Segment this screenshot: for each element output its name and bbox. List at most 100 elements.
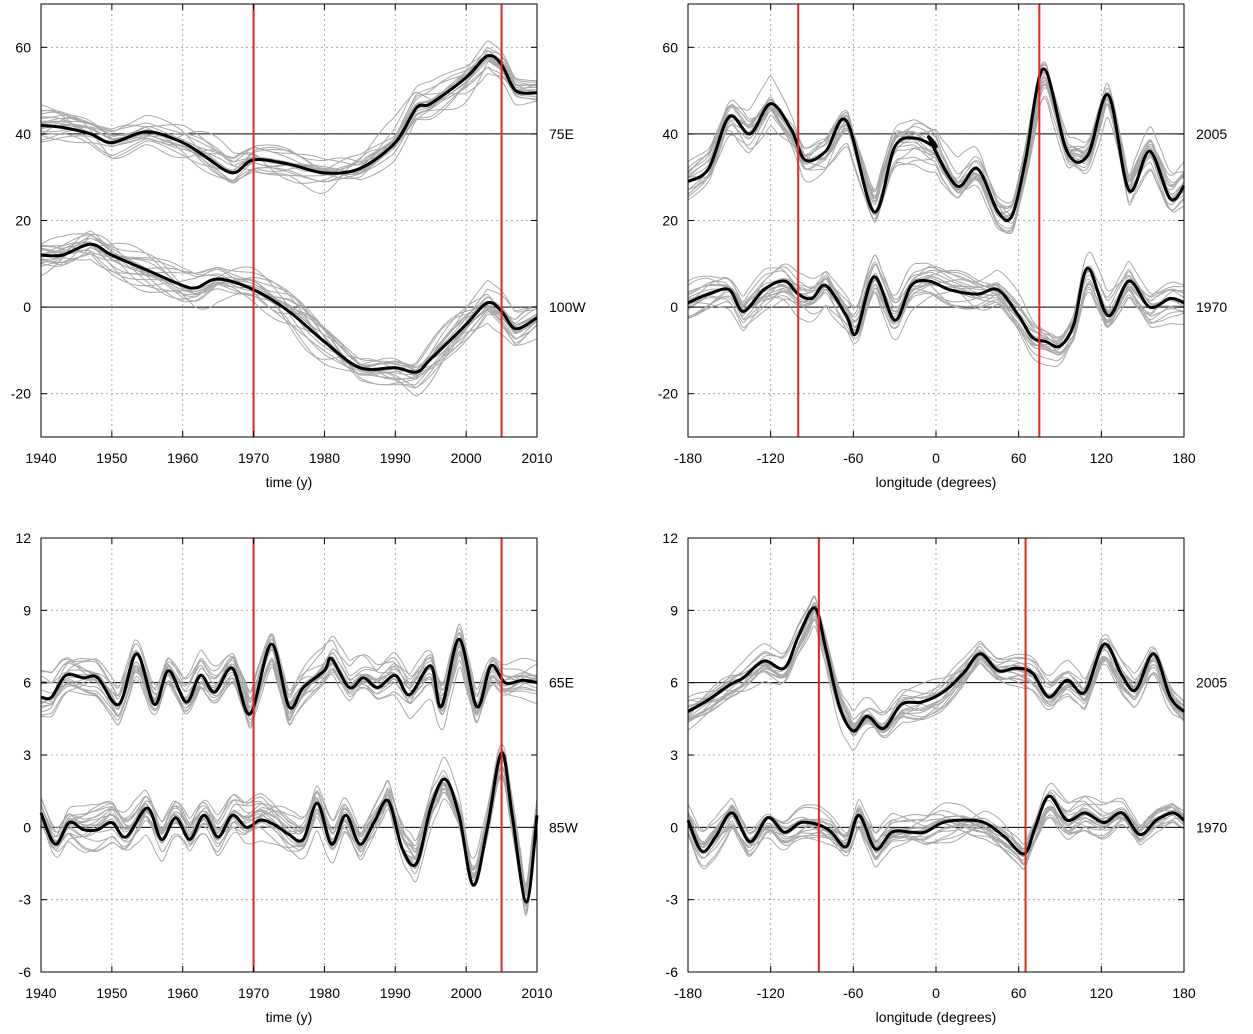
x-tick-label: 2010 (521, 450, 552, 466)
y-tick-label: -3 (19, 892, 32, 908)
ensemble-line (41, 242, 537, 369)
y-tick-label: 3 (670, 747, 678, 763)
ensemble-line (688, 265, 1184, 346)
ensemble-line (41, 55, 537, 174)
series-label: 75E (549, 126, 574, 142)
ensemble-line (688, 251, 1184, 343)
x-tick-label: 1970 (238, 450, 269, 466)
x-axis-label: time (y) (266, 1009, 313, 1025)
ensemble-line (688, 605, 1184, 729)
y-tick-label: -3 (666, 892, 679, 908)
x-tick-label: 1990 (380, 985, 411, 1001)
y-tick-label: 40 (662, 126, 678, 142)
x-tick-label: -60 (843, 985, 863, 1001)
x-axis-label: time (y) (266, 474, 313, 490)
ensemble-line (41, 756, 537, 901)
ensemble-line (688, 805, 1184, 857)
x-tick-label: 1940 (25, 985, 56, 1001)
x-tick-label: 1980 (309, 985, 340, 1001)
y-tick-label: -6 (666, 964, 679, 980)
ensemble-line (41, 765, 537, 908)
y-tick-label: 3 (23, 747, 31, 763)
chart-panel-bottom-right: -180 -120 -60 0 60 120 180 -6 -3 0 3 6 9 12 2005 1970 lo… (662, 530, 1227, 1025)
x-tick-label: 60 (1011, 450, 1027, 466)
ensemble-line (41, 57, 537, 181)
ensemble-line (41, 660, 537, 726)
y-tick-label: 0 (670, 299, 678, 315)
x-tick-label: 2010 (521, 985, 552, 1001)
x-tick-label: 60 (1011, 985, 1027, 1001)
y-tick-label: 12 (15, 530, 31, 546)
x-tick-label: 1940 (25, 450, 56, 466)
chart-panel-top-left: 1940 1950 1960 1970 1980 1990 2000 2010 -20 0 20 40… (11, 3, 586, 490)
series-label: 2005 (1196, 126, 1227, 142)
series-label: 1970 (1196, 819, 1227, 835)
x-tick-label: 2000 (451, 450, 482, 466)
chart-panel-bottom-left: 1940 1950 1960 1970 1980 1990 2000 2010 -6 -3 0 3 6 9… (15, 530, 578, 1025)
series-label: 65E (549, 675, 574, 691)
ensemble-line (41, 56, 537, 176)
y-tick-label: 12 (662, 530, 678, 546)
x-axis-label: longitude (degrees) (876, 1009, 997, 1025)
series-label: 2005 (1196, 675, 1227, 691)
x-tick-label: 1960 (167, 450, 198, 466)
y-tick-label: 9 (670, 602, 678, 618)
chart-panel-top-right: -180 -120 -60 0 60 120 180 -20 0 20 40 60 2005 1970 lo… (658, 3, 1227, 490)
x-tick-label: 0 (932, 985, 940, 1001)
series-label: 1970 (1196, 299, 1227, 315)
ensemble-line (41, 777, 537, 914)
ensemble-line (688, 83, 1184, 221)
ensemble-line (41, 774, 537, 916)
ensemble-line (41, 233, 537, 371)
ensemble-line (688, 283, 1184, 354)
ensemble-line (41, 243, 537, 376)
ensemble-line (688, 602, 1184, 739)
series-line-1970 (686, 794, 1185, 856)
series-line-2005 (687, 67, 1186, 223)
ensemble-line (41, 754, 537, 892)
x-tick-label: -120 (757, 450, 785, 466)
ensemble-line (688, 75, 1184, 218)
x-tick-label: 1950 (96, 985, 127, 1001)
x-tick-label: 1960 (167, 985, 198, 1001)
ensemble-line (41, 249, 537, 380)
ensemble-line (688, 73, 1184, 232)
x-tick-label: -180 (674, 985, 702, 1001)
ensemble-line (688, 95, 1184, 224)
y-tick-label: 0 (23, 299, 31, 315)
y-tick-label: 40 (15, 126, 31, 142)
y-tick-label: 6 (670, 675, 678, 691)
series-line-75e (40, 54, 538, 175)
ensemble-group (41, 623, 537, 916)
x-tick-label: -120 (757, 985, 785, 1001)
y-tick-label: -20 (11, 386, 31, 402)
ensemble-line (41, 247, 537, 388)
ensemble-line (41, 47, 537, 166)
x-tick-label: 1980 (309, 450, 340, 466)
y-tick-label: -20 (658, 386, 678, 402)
ensemble-line (41, 247, 537, 377)
y-tick-label: 20 (662, 213, 678, 229)
ensemble-line (41, 230, 537, 380)
ensemble-line (41, 58, 537, 194)
y-tick-label: 9 (23, 602, 31, 618)
ensemble-line (688, 800, 1184, 848)
series-line-65e (40, 637, 538, 716)
series-line-1970 (687, 266, 1185, 349)
ensemble-line (688, 595, 1184, 734)
x-tick-label: 120 (1090, 450, 1114, 466)
series-label: 100W (549, 299, 586, 315)
x-tick-label: 120 (1090, 985, 1114, 1001)
x-tick-label: 1950 (96, 450, 127, 466)
x-tick-label: 180 (1172, 450, 1196, 466)
ensemble-line (688, 609, 1184, 728)
series-label: 85W (549, 819, 579, 835)
x-tick-label: -180 (674, 450, 702, 466)
series-line-2005 (687, 606, 1186, 733)
series-line-85w (39, 751, 539, 904)
ensemble-line (688, 805, 1184, 859)
y-tick-label: 0 (23, 819, 31, 835)
ensemble-line (688, 254, 1184, 344)
x-tick-label: 1990 (380, 450, 411, 466)
